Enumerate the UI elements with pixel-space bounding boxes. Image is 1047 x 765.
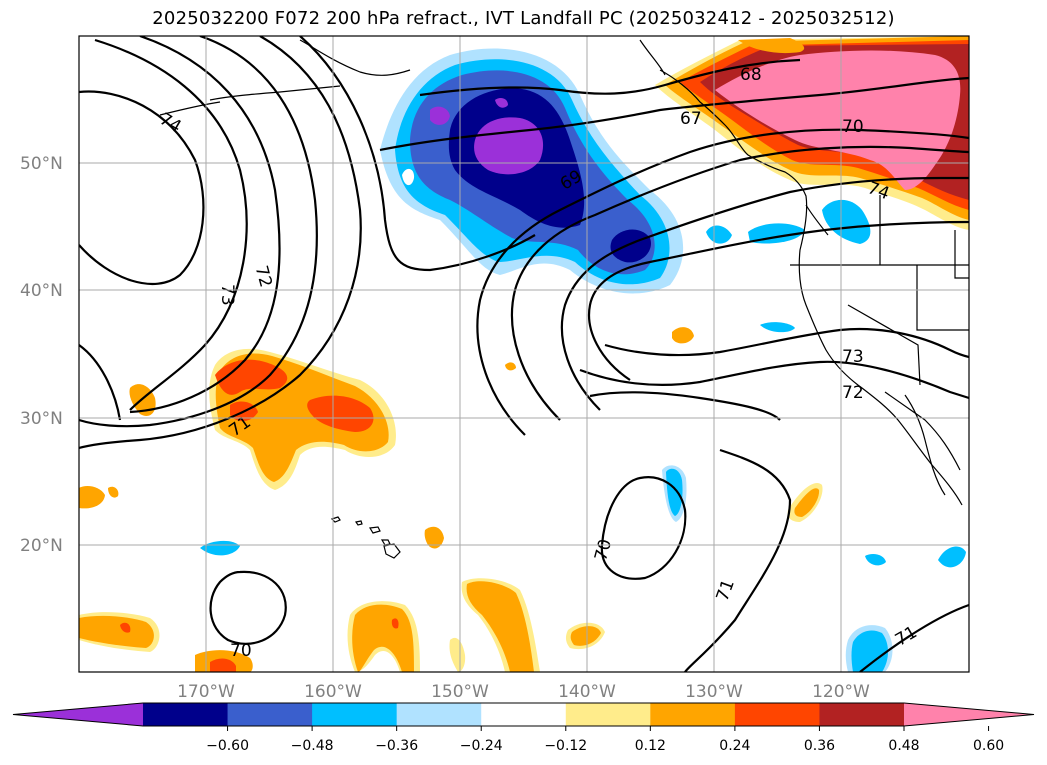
latitude-labels: 50°N 40°N 30°N 20°N: [20, 154, 63, 556]
contours: [79, 36, 969, 672]
colorbar-extend-high: [904, 703, 1034, 726]
colorbar-tick-label: 0.12: [635, 738, 666, 754]
lon-label: 140°W: [558, 682, 616, 702]
colorbar-segment: [650, 703, 736, 726]
map-frame: [78, 35, 970, 673]
colorbar-segment: [143, 703, 229, 726]
lon-label: 150°W: [431, 682, 489, 702]
gridlines: [79, 36, 969, 672]
colorbar-extend-low: [13, 703, 143, 726]
colorbar-outline: [12, 702, 1035, 727]
contour-label: 67: [680, 109, 702, 129]
colorbar-segment: [312, 703, 398, 726]
colorbar-segment: [819, 703, 905, 726]
colorbar-segment: [396, 703, 482, 726]
contour-label: 73: [217, 284, 237, 306]
lon-label: 130°W: [685, 682, 743, 702]
colorbar-tick-label: 0.36: [804, 738, 835, 754]
colorbar-segment: [481, 703, 567, 726]
colorbar-tick-label: 0.60: [973, 738, 1004, 754]
lat-label: 20°N: [20, 536, 63, 556]
map-title: 2025032200 F072 200 hPa refract., IVT La…: [152, 8, 895, 29]
colorbar-tick-label: −0.36: [375, 738, 418, 754]
coastlines: [159, 39, 969, 506]
colorbar-segment: [734, 703, 820, 726]
colorbar-tick-label: −0.60: [206, 738, 249, 754]
lon-label: 120°W: [812, 682, 870, 702]
colorbar-segment: [565, 703, 651, 726]
contour-label: 73: [842, 347, 864, 367]
positive-shading: [79, 36, 969, 672]
longitude-labels: 170°W 160°W 150°W 140°W 130°W 120°W: [177, 682, 870, 702]
lon-label: 160°W: [304, 682, 362, 702]
contour-label: 70: [230, 641, 252, 661]
contour-label: 72: [842, 383, 864, 403]
colorbar-tick-label: 0.24: [719, 738, 750, 754]
colorbar-segment: [227, 703, 313, 726]
colorbar-tick-label: 0.48: [888, 738, 919, 754]
colorbar-tick-label: −0.48: [291, 738, 334, 754]
colorbar-tick-label: −0.24: [460, 738, 503, 754]
hawaii-islands: [330, 516, 401, 559]
lat-label: 30°N: [20, 409, 63, 429]
contour-label: 70: [842, 117, 864, 137]
lat-label: 40°N: [20, 281, 63, 301]
colorbar: −0.60 −0.48 −0.36 −0.24 −0.12 0.12 0.24 0.36 0.4…: [12, 702, 1035, 754]
lon-label: 170°W: [177, 682, 235, 702]
colorbar-tick-label: −0.12: [544, 738, 587, 754]
lat-label: 50°N: [20, 154, 63, 174]
contour-label: 68: [740, 65, 762, 85]
map-plot-area: 74 73 72 71 70 69 68 67 70 74 73 72 70 7…: [79, 36, 969, 672]
